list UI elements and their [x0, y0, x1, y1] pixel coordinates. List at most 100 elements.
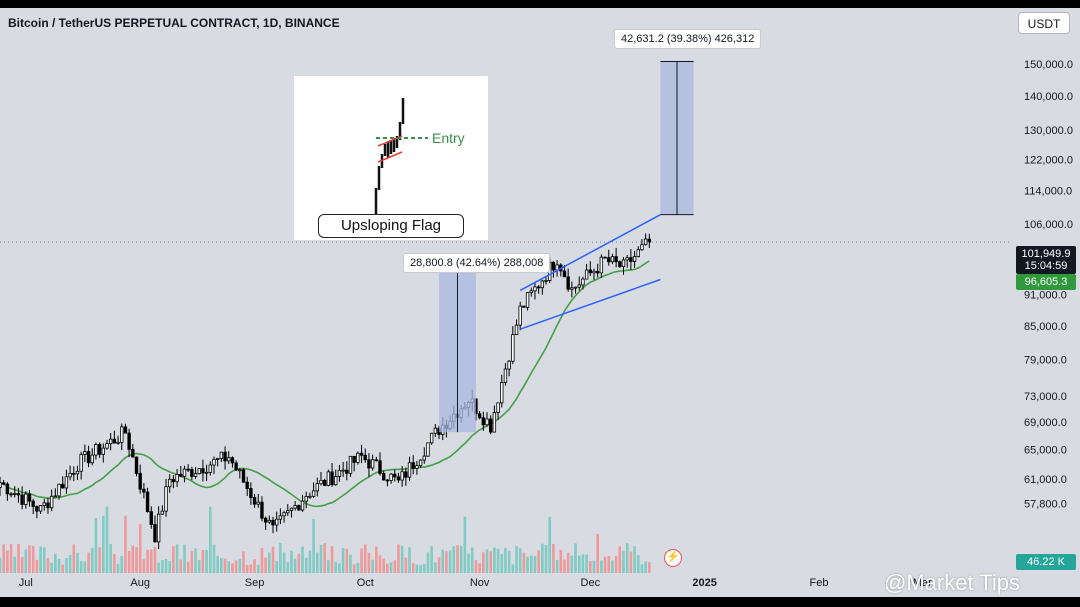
candle-body — [156, 513, 161, 543]
candle-body — [636, 249, 640, 257]
volume-bar — [308, 550, 312, 573]
volume-bar — [35, 559, 39, 573]
volume-bar — [592, 560, 596, 573]
volume-bar — [72, 544, 76, 573]
volume-bar — [149, 549, 153, 573]
candle-body — [326, 471, 331, 486]
candle-body — [304, 496, 308, 502]
candle-body — [359, 452, 364, 456]
volume-bar — [345, 548, 349, 573]
volume-bar — [570, 555, 574, 573]
volume-bar — [146, 549, 149, 573]
candle-body — [330, 471, 334, 486]
volume-bar — [65, 558, 68, 573]
volume-bar — [636, 554, 640, 573]
volume-bar — [426, 552, 430, 573]
volume-bar — [6, 550, 9, 573]
candle-body — [536, 286, 541, 289]
volume-bar — [172, 546, 175, 573]
y-tick-label: 79,000.0 — [1024, 355, 1067, 367]
candle-body — [429, 432, 434, 444]
volume-bar — [349, 554, 352, 573]
volume-bar — [537, 550, 540, 573]
candle-body — [610, 256, 615, 263]
volume-bar — [400, 545, 404, 573]
candle-body — [245, 481, 249, 489]
volume-bar — [319, 544, 323, 573]
candle-body — [570, 287, 574, 290]
volume-bar — [622, 550, 625, 573]
volume-bar — [500, 554, 504, 573]
volume-bar — [212, 544, 216, 573]
candle-body — [581, 278, 585, 286]
candle-body — [481, 417, 486, 426]
volume-bar — [529, 555, 533, 573]
volume-bar — [518, 548, 522, 573]
candle-body — [234, 462, 238, 471]
candle-body — [319, 479, 323, 485]
x-tick-label: 2025 — [692, 577, 716, 589]
candle-body — [286, 510, 290, 514]
candle-body — [38, 505, 43, 512]
volume-bar — [0, 557, 2, 573]
flag-diagram — [374, 98, 428, 215]
currency-button[interactable]: USDT — [1018, 12, 1070, 34]
volume-bar — [245, 564, 249, 573]
volume-bar — [42, 547, 46, 573]
candle-body — [592, 270, 596, 274]
volume-bar — [190, 550, 194, 573]
y-tick-label: 114,000.0 — [1024, 186, 1072, 198]
x-tick-label: Jul — [19, 577, 33, 589]
candle-body — [5, 483, 10, 495]
candle-body — [356, 452, 360, 463]
candle-body — [31, 500, 35, 507]
candle-body — [263, 517, 268, 523]
volume-bar — [282, 552, 286, 573]
volume-bar — [360, 548, 363, 573]
candle-body — [24, 493, 28, 505]
candle-body — [127, 432, 131, 450]
volume-bar — [555, 560, 559, 573]
volume-bar — [430, 546, 433, 573]
candle-body — [260, 501, 264, 519]
volume-bar — [574, 543, 577, 573]
lightning-icon[interactable]: ⚡ — [664, 549, 682, 567]
candle-body — [625, 257, 629, 261]
volume-bar — [13, 556, 17, 573]
candle-body — [227, 457, 231, 462]
candle-body — [297, 505, 301, 511]
candle-body — [145, 491, 150, 513]
volume-bar — [625, 543, 629, 573]
volume-bar — [422, 563, 426, 573]
candle-body — [492, 412, 497, 433]
price-chart[interactable]: 150,000.0 140,000.0 130,000.0 122,000.0 114,… — [0, 8, 1080, 597]
volume-bar — [541, 543, 544, 573]
candle-body — [53, 495, 58, 498]
volume-bar — [131, 545, 135, 573]
volume-bar — [46, 558, 50, 573]
volume-bar — [124, 515, 127, 573]
volume-bar — [102, 515, 105, 573]
volume-bar — [249, 564, 253, 573]
candle-body — [204, 471, 209, 474]
volume-bar — [640, 564, 644, 573]
volume-bar — [378, 555, 382, 573]
volume-bar — [20, 557, 24, 573]
volume-bar — [404, 557, 408, 573]
candle-body — [404, 471, 408, 478]
volume-bar — [618, 546, 622, 573]
candle-body — [112, 438, 117, 444]
candle-body — [518, 305, 522, 326]
volume-bar — [256, 564, 260, 573]
volume-bar — [581, 554, 585, 573]
x-tick-label: Aug — [130, 577, 150, 589]
volume-bar — [68, 555, 72, 573]
candle-body — [116, 441, 120, 444]
candle-body — [9, 493, 13, 496]
volume-bar — [544, 545, 548, 573]
y-tick-label: 91,000.0 — [1024, 289, 1067, 301]
volume-bar — [441, 549, 445, 573]
volume-bar — [98, 547, 101, 573]
candle-body — [27, 493, 32, 502]
candle-body — [334, 476, 338, 486]
